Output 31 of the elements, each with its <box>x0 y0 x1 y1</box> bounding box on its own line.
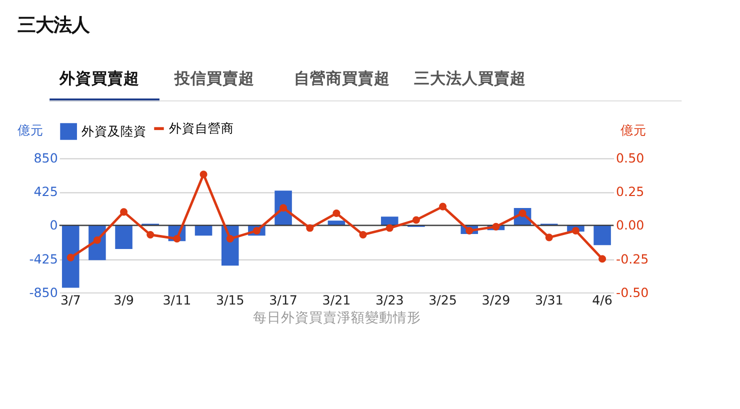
text: 三大法人買賣超 <box>414 69 526 88</box>
y2-tick-label: 0.00 <box>616 218 644 233</box>
y2-tick-label: -0.25 <box>616 251 649 266</box>
x-tick-label: 3/9 <box>114 292 134 308</box>
x-axis-title: 每日外資買賣淨額變動情形 <box>252 310 421 326</box>
x-tick-label: 3/11 <box>162 292 192 308</box>
x-tick-label: 3/15 <box>216 292 244 308</box>
legend-label: 外資自營商 <box>169 120 234 136</box>
x-tick-label: 3/25 <box>428 292 457 308</box>
legend-label: 外資及陸資 <box>82 123 147 138</box>
x-tick-label: 3/21 <box>322 292 351 308</box>
x-tick-label: 3/17 <box>269 292 298 308</box>
y-tick-label: -850 <box>29 284 58 300</box>
y2-tick-label: 0.25 <box>616 184 644 200</box>
x-tick-label: 4/6 <box>592 292 612 308</box>
y2-tick-label: -0.50 <box>616 284 649 300</box>
x-tick-label: 3/7 <box>60 292 81 308</box>
chart-title: 三大法人 <box>18 14 91 36</box>
text: 投信買賣超 <box>173 69 254 88</box>
y-tick-label: 0 <box>50 218 58 233</box>
y2-axis-title: 億元 <box>620 122 647 138</box>
x-tick-label: 3/29 <box>482 292 510 308</box>
x-tick-label: 3/23 <box>375 292 404 308</box>
y2-tick-label: 0.50 <box>616 150 644 166</box>
text: 自營商買賣超 <box>294 69 390 88</box>
y-axis-title: 億元 <box>18 122 44 138</box>
y-tick-label: 850 <box>34 150 58 166</box>
y-tick-label: 425 <box>34 184 58 200</box>
text: 外資買賣超 <box>58 69 140 88</box>
x-tick-label: 3/31 <box>534 292 564 308</box>
y-tick-label: -425 <box>29 251 58 266</box>
